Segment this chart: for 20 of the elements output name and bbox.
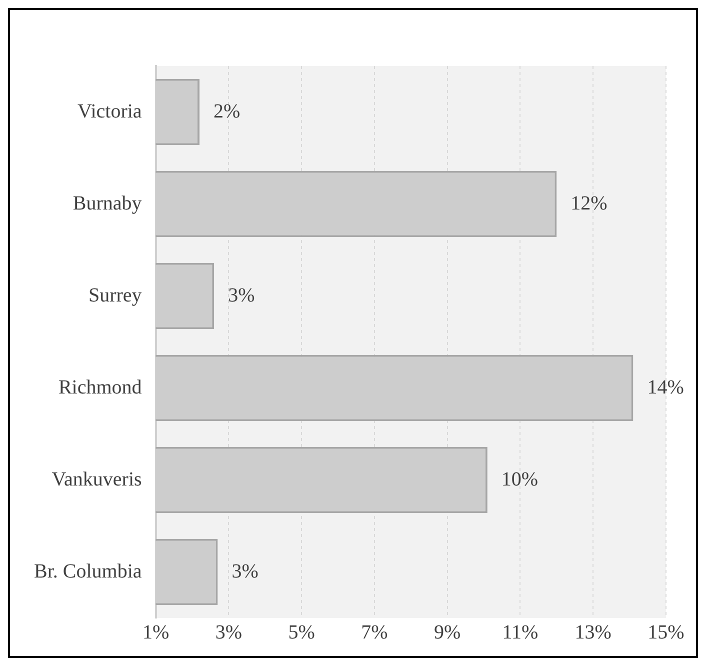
x-tick-label: 5% [288,621,315,644]
y-tick-label: Richmond [58,376,142,398]
data-label: 14% [647,376,684,398]
x-tick-label: 9% [434,621,461,644]
data-label: 12% [570,192,608,214]
x-tick-label: 11% [502,621,538,644]
y-tick-label: Victoria [77,100,142,122]
y-tick-label: Vankuveris [52,468,142,490]
data-label: 3% [232,560,258,582]
x-tick-label: 1% [142,621,170,644]
x-tick-label: 7% [361,621,388,644]
data-label: 2% [214,100,240,122]
x-tick-label: 13% [574,621,612,644]
data-label: 3% [228,284,255,306]
x-tick-label: 15% [648,621,684,644]
y-tick-label: Burnaby [72,192,142,214]
y-tick-label: Br. Columbia [34,560,142,582]
data-label: 10% [501,468,538,490]
x-tick-label: 3% [215,621,242,644]
y-tick-label: Surrey [88,284,142,306]
